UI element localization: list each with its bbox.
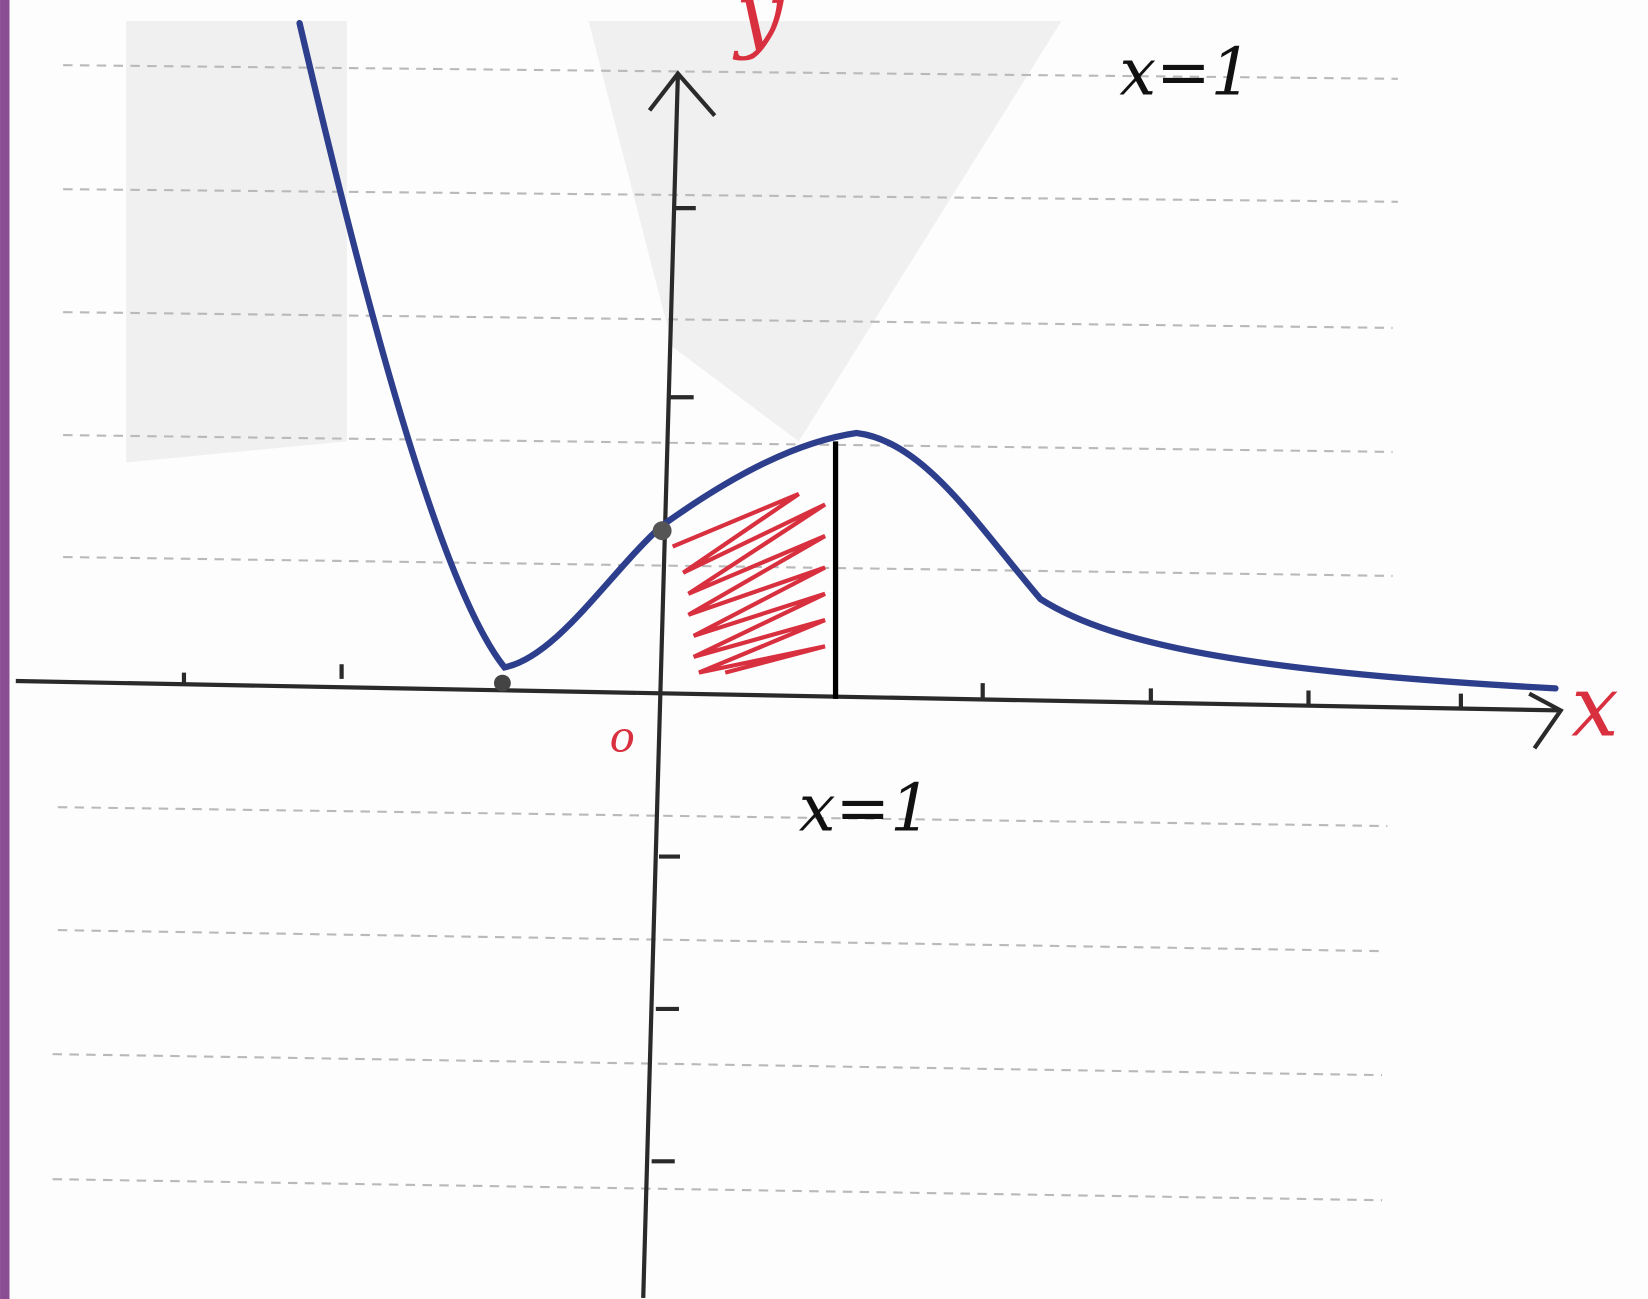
annotation: x=1 xyxy=(1119,36,1252,111)
page: y x o x=1 x=1 (() => { const data = JSON… xyxy=(0,0,1648,1299)
annotation: x=1 xyxy=(799,771,932,846)
x-axis-label: x xyxy=(1571,658,1618,756)
origin-label: o xyxy=(610,712,635,761)
page-edge xyxy=(0,0,9,1299)
root-point xyxy=(494,675,511,692)
y-intercept-point xyxy=(653,521,672,540)
y-axis-label: y xyxy=(732,0,785,62)
sketch: y x o x=1 x=1 xyxy=(0,0,1648,1299)
